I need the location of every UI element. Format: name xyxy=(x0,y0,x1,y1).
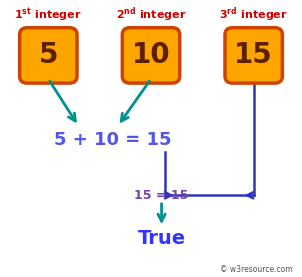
Text: 15: 15 xyxy=(234,41,273,70)
Text: 10: 10 xyxy=(132,41,170,70)
FancyBboxPatch shape xyxy=(225,28,282,83)
Text: 5: 5 xyxy=(39,41,58,70)
FancyBboxPatch shape xyxy=(122,28,180,83)
Text: 1$^{\mathbf{st}}$ integer: 1$^{\mathbf{st}}$ integer xyxy=(14,6,82,24)
Text: 5 + 10 = 15: 5 + 10 = 15 xyxy=(54,131,172,149)
Text: 15 = 15: 15 = 15 xyxy=(134,189,189,202)
FancyBboxPatch shape xyxy=(20,28,77,83)
Text: © w3resource.com: © w3resource.com xyxy=(220,265,293,274)
Text: 3$^{\mathbf{rd}}$ integer: 3$^{\mathbf{rd}}$ integer xyxy=(219,5,288,24)
Text: 2$^{\mathbf{nd}}$ integer: 2$^{\mathbf{nd}}$ integer xyxy=(116,5,186,24)
Text: True: True xyxy=(137,229,186,248)
